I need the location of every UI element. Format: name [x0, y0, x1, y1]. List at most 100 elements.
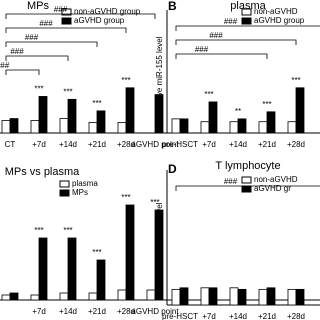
y-axis-label: Relative miR-155 level	[155, 202, 164, 282]
chart-title: MPs	[27, 0, 50, 12]
x-tick-label: +28d	[117, 307, 135, 316]
significance: ***	[291, 76, 300, 85]
significance: ***	[204, 90, 213, 99]
bar	[237, 118, 247, 134]
bar	[179, 287, 189, 306]
bracket	[175, 53, 268, 59]
x-tick-label: +28d	[287, 312, 305, 320]
significance: ***	[262, 100, 271, 109]
chart-title: T lymphocyte	[215, 160, 280, 172]
x-tick-label: +21d	[258, 140, 276, 149]
legend-swatch	[59, 180, 70, 188]
significance: ***	[63, 226, 72, 235]
legend-label: plasma	[72, 179, 98, 188]
bracket	[5, 27, 127, 33]
bar	[30, 120, 40, 134]
panel-label: D	[168, 162, 177, 176]
bracket-label: ###	[224, 177, 238, 186]
x-tick-label: +21d	[258, 312, 276, 320]
bar	[287, 288, 297, 306]
bracket-label: ###	[54, 5, 68, 14]
bar	[208, 287, 218, 306]
bar	[266, 111, 276, 134]
x-tick-label: +21d	[88, 307, 106, 316]
legend-swatch	[61, 8, 72, 16]
significance: ***	[34, 226, 43, 235]
bar	[295, 288, 305, 306]
bar	[179, 118, 189, 134]
legend-label: aGVHD gr	[254, 184, 291, 193]
bar	[171, 118, 181, 134]
x-tick-label: +14d	[59, 140, 77, 149]
chart-title: plasma	[230, 0, 266, 12]
bar	[96, 110, 106, 134]
legend-label: non-aGVHD	[254, 7, 298, 16]
bar	[9, 292, 19, 301]
x-tick-label: +7d	[32, 307, 46, 316]
significance: ***	[34, 85, 43, 94]
bar	[229, 287, 239, 306]
bracket	[5, 55, 69, 61]
bar	[125, 87, 135, 134]
chart-title: MPs vs plasma	[5, 166, 80, 178]
bar	[154, 94, 164, 134]
y-axis-label: Relative miR-155 level	[155, 36, 164, 116]
bracket	[5, 13, 156, 19]
bar	[59, 292, 69, 301]
significance: **	[235, 107, 241, 116]
bracket-label: ###	[25, 33, 39, 42]
bar	[266, 287, 276, 306]
x-tick-label: +14d	[229, 140, 247, 149]
bracket	[175, 185, 320, 191]
bar	[88, 122, 98, 134]
bracket	[175, 25, 320, 31]
panel-label: B	[168, 0, 177, 13]
x-tick-label: +14d	[229, 312, 247, 320]
bar	[125, 204, 135, 301]
x-tick-label: pre-HSCT	[162, 312, 198, 320]
bracket-label: ###	[195, 45, 209, 54]
x-tick-label: aGVHD point	[131, 140, 179, 149]
legend-label: non-aGVHD group	[74, 7, 141, 16]
bar	[9, 118, 19, 134]
legend-swatch	[241, 8, 252, 16]
significance: ***	[121, 193, 130, 202]
bar	[88, 292, 98, 301]
bar	[67, 98, 77, 134]
bracket-label: ###	[224, 17, 238, 26]
significance: ***	[150, 198, 159, 207]
x-tick-label: pre-HSCT	[162, 140, 198, 149]
bracket	[5, 69, 40, 75]
legend-swatch	[61, 17, 72, 25]
bar	[38, 237, 48, 301]
legend-swatch	[241, 17, 252, 25]
bar	[96, 259, 106, 301]
significance: ***	[92, 99, 101, 108]
bar	[146, 289, 156, 301]
x-tick-label: aGVHD point	[131, 307, 179, 316]
significance: ***	[92, 248, 101, 257]
bar	[258, 121, 268, 134]
bracket	[5, 41, 98, 47]
bar	[200, 121, 210, 134]
legend-swatch	[59, 189, 70, 197]
bar	[1, 120, 11, 134]
bar	[258, 288, 268, 306]
x-tick-label: +7d	[202, 140, 216, 149]
bar	[38, 96, 48, 134]
bar	[117, 122, 127, 134]
bracket	[175, 39, 297, 45]
legend-swatch	[241, 185, 252, 193]
bar	[171, 288, 181, 306]
bracket-label: ###	[209, 31, 223, 40]
bar	[117, 289, 127, 301]
bar	[59, 118, 69, 134]
significance: ***	[63, 87, 72, 96]
legend-label: aGVHD group	[254, 16, 305, 25]
x-tick-label: +7d	[32, 140, 46, 149]
bar	[200, 287, 210, 306]
x-tick-label: +28d	[117, 140, 135, 149]
legend-swatch	[241, 176, 252, 184]
x-tick-label: +28d	[287, 140, 305, 149]
